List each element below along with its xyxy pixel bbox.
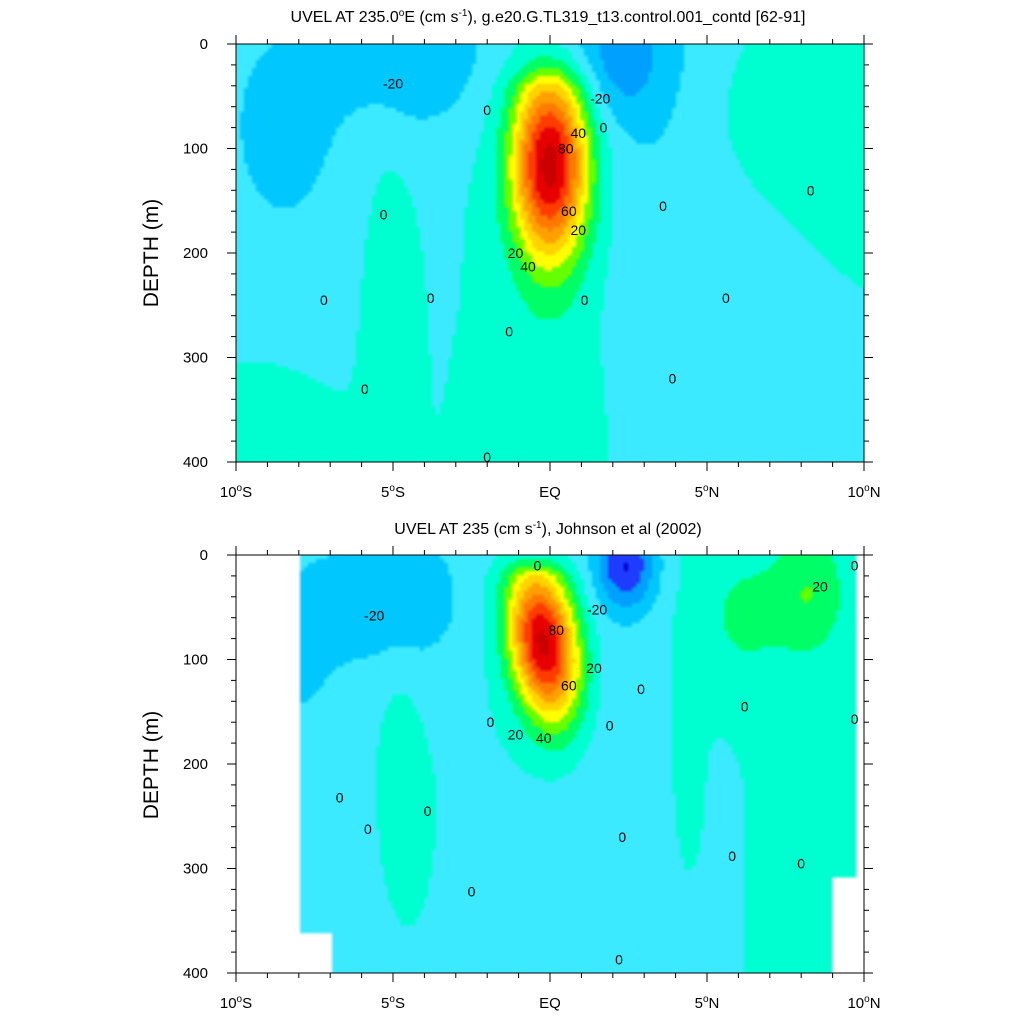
- panel-model: UVEL AT 235.0oE (cm s-1), g.e20.G.TL319_…: [140, 8, 881, 501]
- contour-label: 60: [561, 678, 577, 694]
- contour-label: 0: [505, 323, 513, 339]
- x-tick-label: 5oS: [381, 483, 405, 501]
- contour-label: 0: [618, 829, 626, 845]
- contour-label: 0: [599, 120, 607, 136]
- contour-label: 0: [486, 714, 494, 730]
- contour-label: 0: [468, 883, 476, 899]
- contour-label: 40: [520, 259, 536, 275]
- contour-label: 0: [637, 681, 645, 697]
- contour-label: 0: [669, 370, 677, 386]
- contour-label: 0: [741, 699, 749, 715]
- contour-label: 0: [807, 182, 815, 198]
- y-tick-label: 0: [200, 36, 208, 53]
- y-tick-label: 200: [183, 245, 208, 262]
- contour-label: 0: [320, 292, 328, 308]
- contour-label: 0: [851, 557, 859, 573]
- contour-label: 0: [361, 381, 369, 397]
- y-tick-label: 400: [183, 454, 208, 471]
- x-tick-label: 10oN: [847, 994, 880, 1012]
- y-tick-label: 300: [183, 861, 208, 878]
- contour-label: 0: [728, 848, 736, 864]
- contour-label: -20: [364, 608, 384, 624]
- contour-label: 80: [548, 622, 564, 638]
- contour-label: -20: [383, 76, 403, 92]
- y-tick-label: 100: [183, 652, 208, 669]
- x-tick-label: EQ: [539, 484, 561, 501]
- contour-label: 0: [427, 290, 435, 306]
- contour-fill: [236, 555, 864, 973]
- contour-label: 60: [561, 203, 577, 219]
- contour-label: 0: [659, 198, 667, 214]
- contour-label: 80: [558, 141, 574, 157]
- contour-label: 40: [536, 730, 552, 746]
- x-tick-label: EQ: [539, 995, 561, 1012]
- contour-label: 0: [581, 292, 589, 308]
- y-tick-label: 300: [183, 350, 208, 367]
- contour-label: 0: [336, 789, 344, 805]
- contour-label: 40: [570, 125, 586, 141]
- y-tick-label: 200: [183, 756, 208, 773]
- contour-label: 20: [508, 245, 524, 261]
- x-tick-label: 5oS: [381, 994, 405, 1012]
- contour-label: 0: [615, 951, 623, 967]
- contour-label: 0: [534, 557, 542, 573]
- contour-label: 20: [570, 222, 586, 238]
- contour-label: -20: [590, 90, 610, 106]
- contour-label: 0: [483, 102, 491, 118]
- contour-label: -20: [587, 601, 607, 617]
- contour-fill: [236, 44, 864, 462]
- y-axis-label: DEPTH (m): [140, 199, 163, 308]
- y-axis-label: DEPTH (m): [140, 711, 163, 820]
- contour-label: 0: [722, 290, 730, 306]
- y-tick-label: 400: [183, 965, 208, 982]
- chart-title: UVEL AT 235.0oE (cm s-1), g.e20.G.TL319_…: [291, 8, 806, 26]
- contour-label: 20: [812, 578, 828, 594]
- x-tick-label: 5oN: [695, 994, 720, 1012]
- panel-observations: UVEL AT 235 (cm s-1), Johnson et al (200…: [140, 520, 881, 1012]
- contour-label: 0: [424, 803, 432, 819]
- x-tick-label: 5oN: [695, 483, 720, 501]
- contour-label: 0: [364, 821, 372, 837]
- y-tick-label: 0: [200, 547, 208, 564]
- contour-label: 0: [380, 206, 388, 222]
- contour-label: 20: [586, 660, 602, 676]
- contour-label: 20: [508, 727, 524, 743]
- contour-label: 0: [851, 711, 859, 727]
- contour-label: 0: [606, 717, 614, 733]
- contour-label: 0: [797, 855, 805, 871]
- x-tick-label: 10oS: [220, 483, 252, 501]
- x-tick-label: 10oN: [847, 483, 880, 501]
- contour-label: 0: [483, 449, 491, 465]
- x-tick-label: 10oS: [220, 994, 252, 1012]
- chart-title: UVEL AT 235 (cm s-1), Johnson et al (200…: [394, 520, 701, 538]
- y-tick-label: 100: [183, 141, 208, 158]
